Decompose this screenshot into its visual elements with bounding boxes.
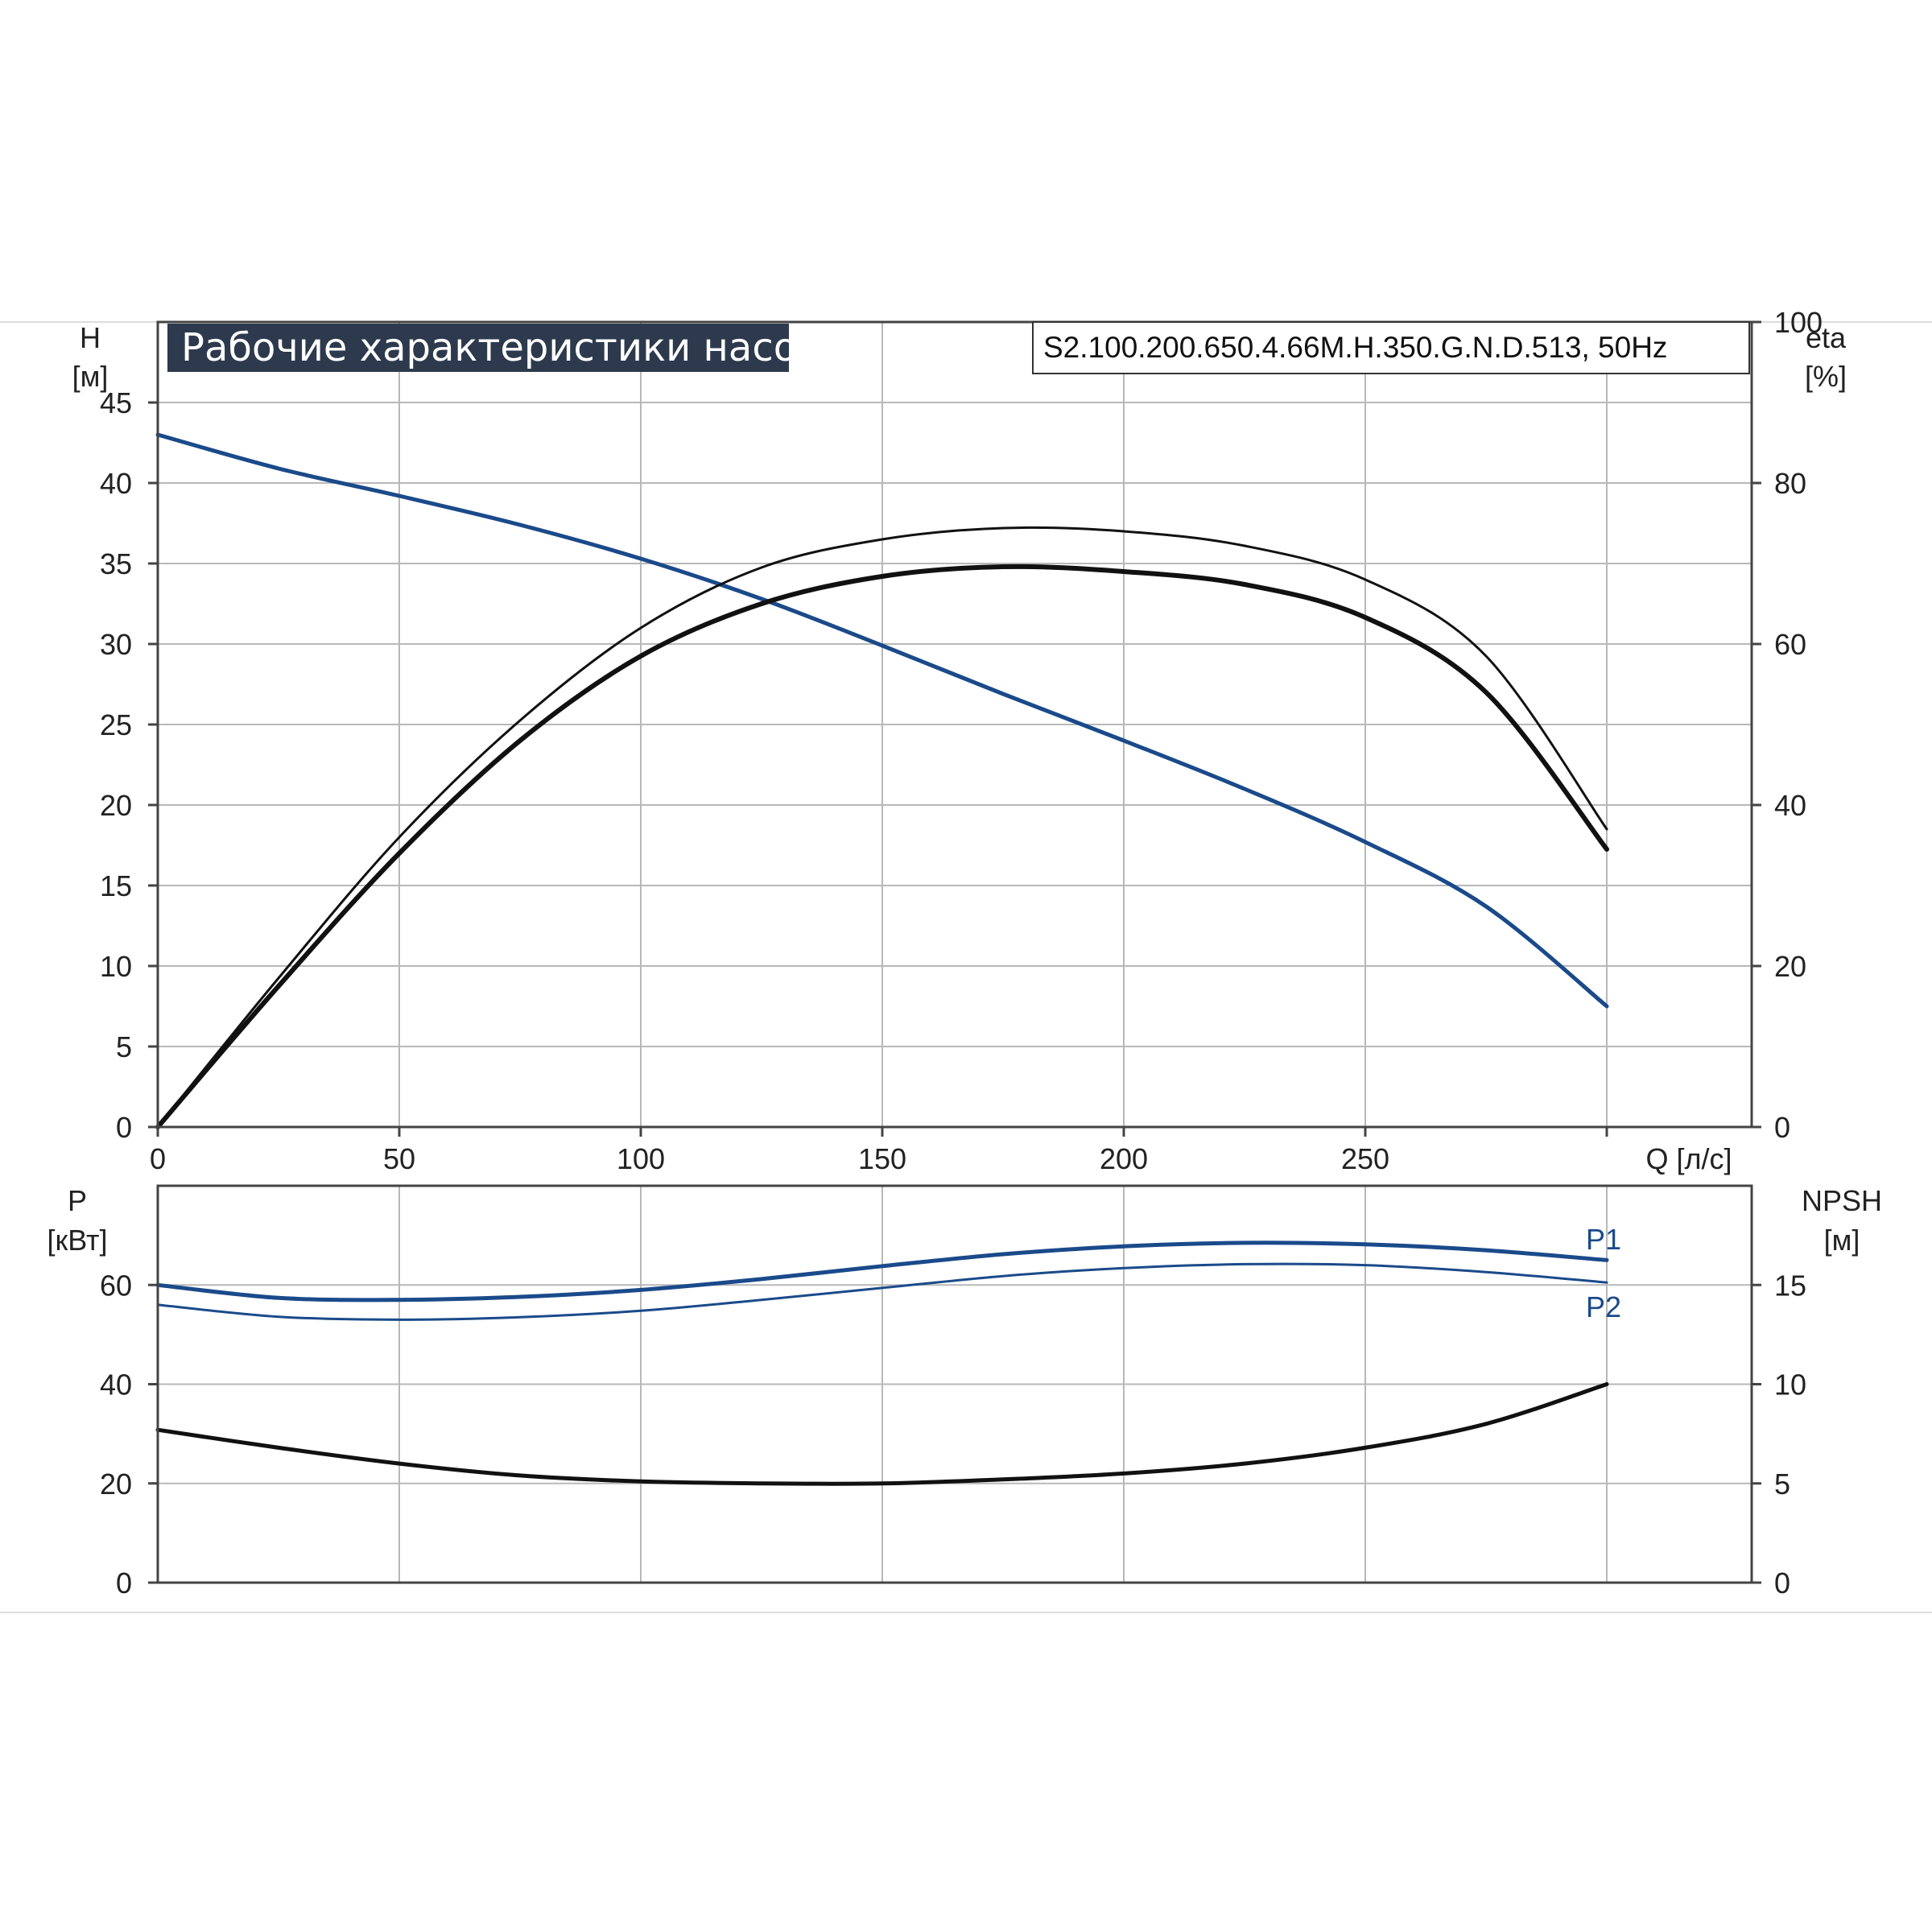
upper-chart-ticks: 0 50 100 150 200 250 0 5 10 15 20 25 30 35 40 45 0 20 40 60… — [100, 306, 1823, 1175]
p-tick-label: 0 — [116, 1567, 132, 1600]
upper-series-line-0 — [155, 432, 1609, 1009]
y-left-tick-label: 5 — [116, 1030, 132, 1063]
lower-series-line-0 — [155, 1241, 1609, 1302]
x-tick-label: 0 — [150, 1142, 166, 1175]
y-left-label-lower-symbol: P — [68, 1184, 87, 1217]
y-right-label-lower-symbol: NPSH — [1802, 1184, 1882, 1217]
npsh-tick-label: 0 — [1774, 1567, 1790, 1600]
y-left-tick-label: 25 — [100, 708, 132, 741]
y-right-tick-label: 40 — [1774, 789, 1806, 822]
upper-plot-frame — [156, 320, 1753, 1129]
title-box — [167, 324, 789, 372]
lower-chart-ticks: 0 20 40 60 0 5 10 15 — [100, 1269, 1806, 1600]
y-right-label-upper-symbol: eta — [1806, 321, 1847, 354]
lower-chart-series — [155, 1241, 1609, 1486]
npsh-tick-label: 5 — [1774, 1468, 1790, 1501]
y-left-label-upper-unit: [м] — [72, 360, 109, 393]
lower-chart-grid — [158, 1186, 1752, 1583]
series-label-p1: P1 — [1586, 1223, 1621, 1256]
npsh-tick-label: 10 — [1774, 1368, 1806, 1402]
y-left-tick-label: 15 — [100, 869, 132, 902]
x-tick-label: 250 — [1341, 1142, 1389, 1175]
y-left-label-lower-unit: [кВт] — [47, 1224, 107, 1257]
lower-plot-frame — [156, 1184, 1753, 1584]
chart-title: Рабочие характеристики насоса — [181, 325, 842, 370]
lower-series-line-2 — [155, 1382, 1609, 1486]
upper-chart-series — [155, 432, 1609, 1129]
p-tick-label: 40 — [100, 1368, 132, 1402]
x-tick-label: 50 — [383, 1142, 415, 1175]
upper-series-line-2 — [156, 526, 1608, 1129]
y-right-tick-label: 100 — [1774, 306, 1823, 339]
y-left-tick-label: 0 — [116, 1111, 132, 1144]
x-axis-label: Q [л/с] — [1645, 1142, 1732, 1175]
lower-series-line-1 — [156, 1262, 1608, 1321]
model-label: S2.100.200.650.4.66M.H.350.G.N.D.513, 50… — [1043, 331, 1667, 364]
x-tick-label: 150 — [858, 1142, 906, 1175]
x-tick-label: 100 — [617, 1142, 665, 1175]
y-right-tick-label: 80 — [1774, 467, 1806, 500]
y-left-tick-label: 30 — [100, 628, 132, 661]
y-left-tick-label: 20 — [100, 789, 132, 822]
y-left-label-upper-symbol: H — [80, 321, 101, 354]
y-right-label-upper-unit: [%] — [1805, 360, 1847, 393]
y-left-tick-label: 45 — [100, 386, 132, 419]
series-label-p2: P2 — [1586, 1290, 1621, 1323]
y-right-tick-label: 20 — [1774, 950, 1806, 983]
y-left-tick-label: 40 — [100, 467, 132, 500]
npsh-tick-label: 15 — [1774, 1269, 1806, 1302]
y-right-label-lower-unit: [м] — [1824, 1224, 1860, 1257]
p-tick-label: 60 — [100, 1269, 132, 1302]
y-left-tick-label: 35 — [100, 547, 132, 580]
model-box — [1032, 321, 1750, 374]
p-tick-label: 20 — [100, 1468, 132, 1501]
y-left-tick-label: 10 — [100, 950, 132, 983]
y-right-tick-label: 60 — [1774, 628, 1806, 661]
upper-series-line-1 — [155, 564, 1609, 1129]
y-right-tick-label: 0 — [1774, 1111, 1790, 1144]
x-tick-label: 200 — [1100, 1142, 1148, 1175]
